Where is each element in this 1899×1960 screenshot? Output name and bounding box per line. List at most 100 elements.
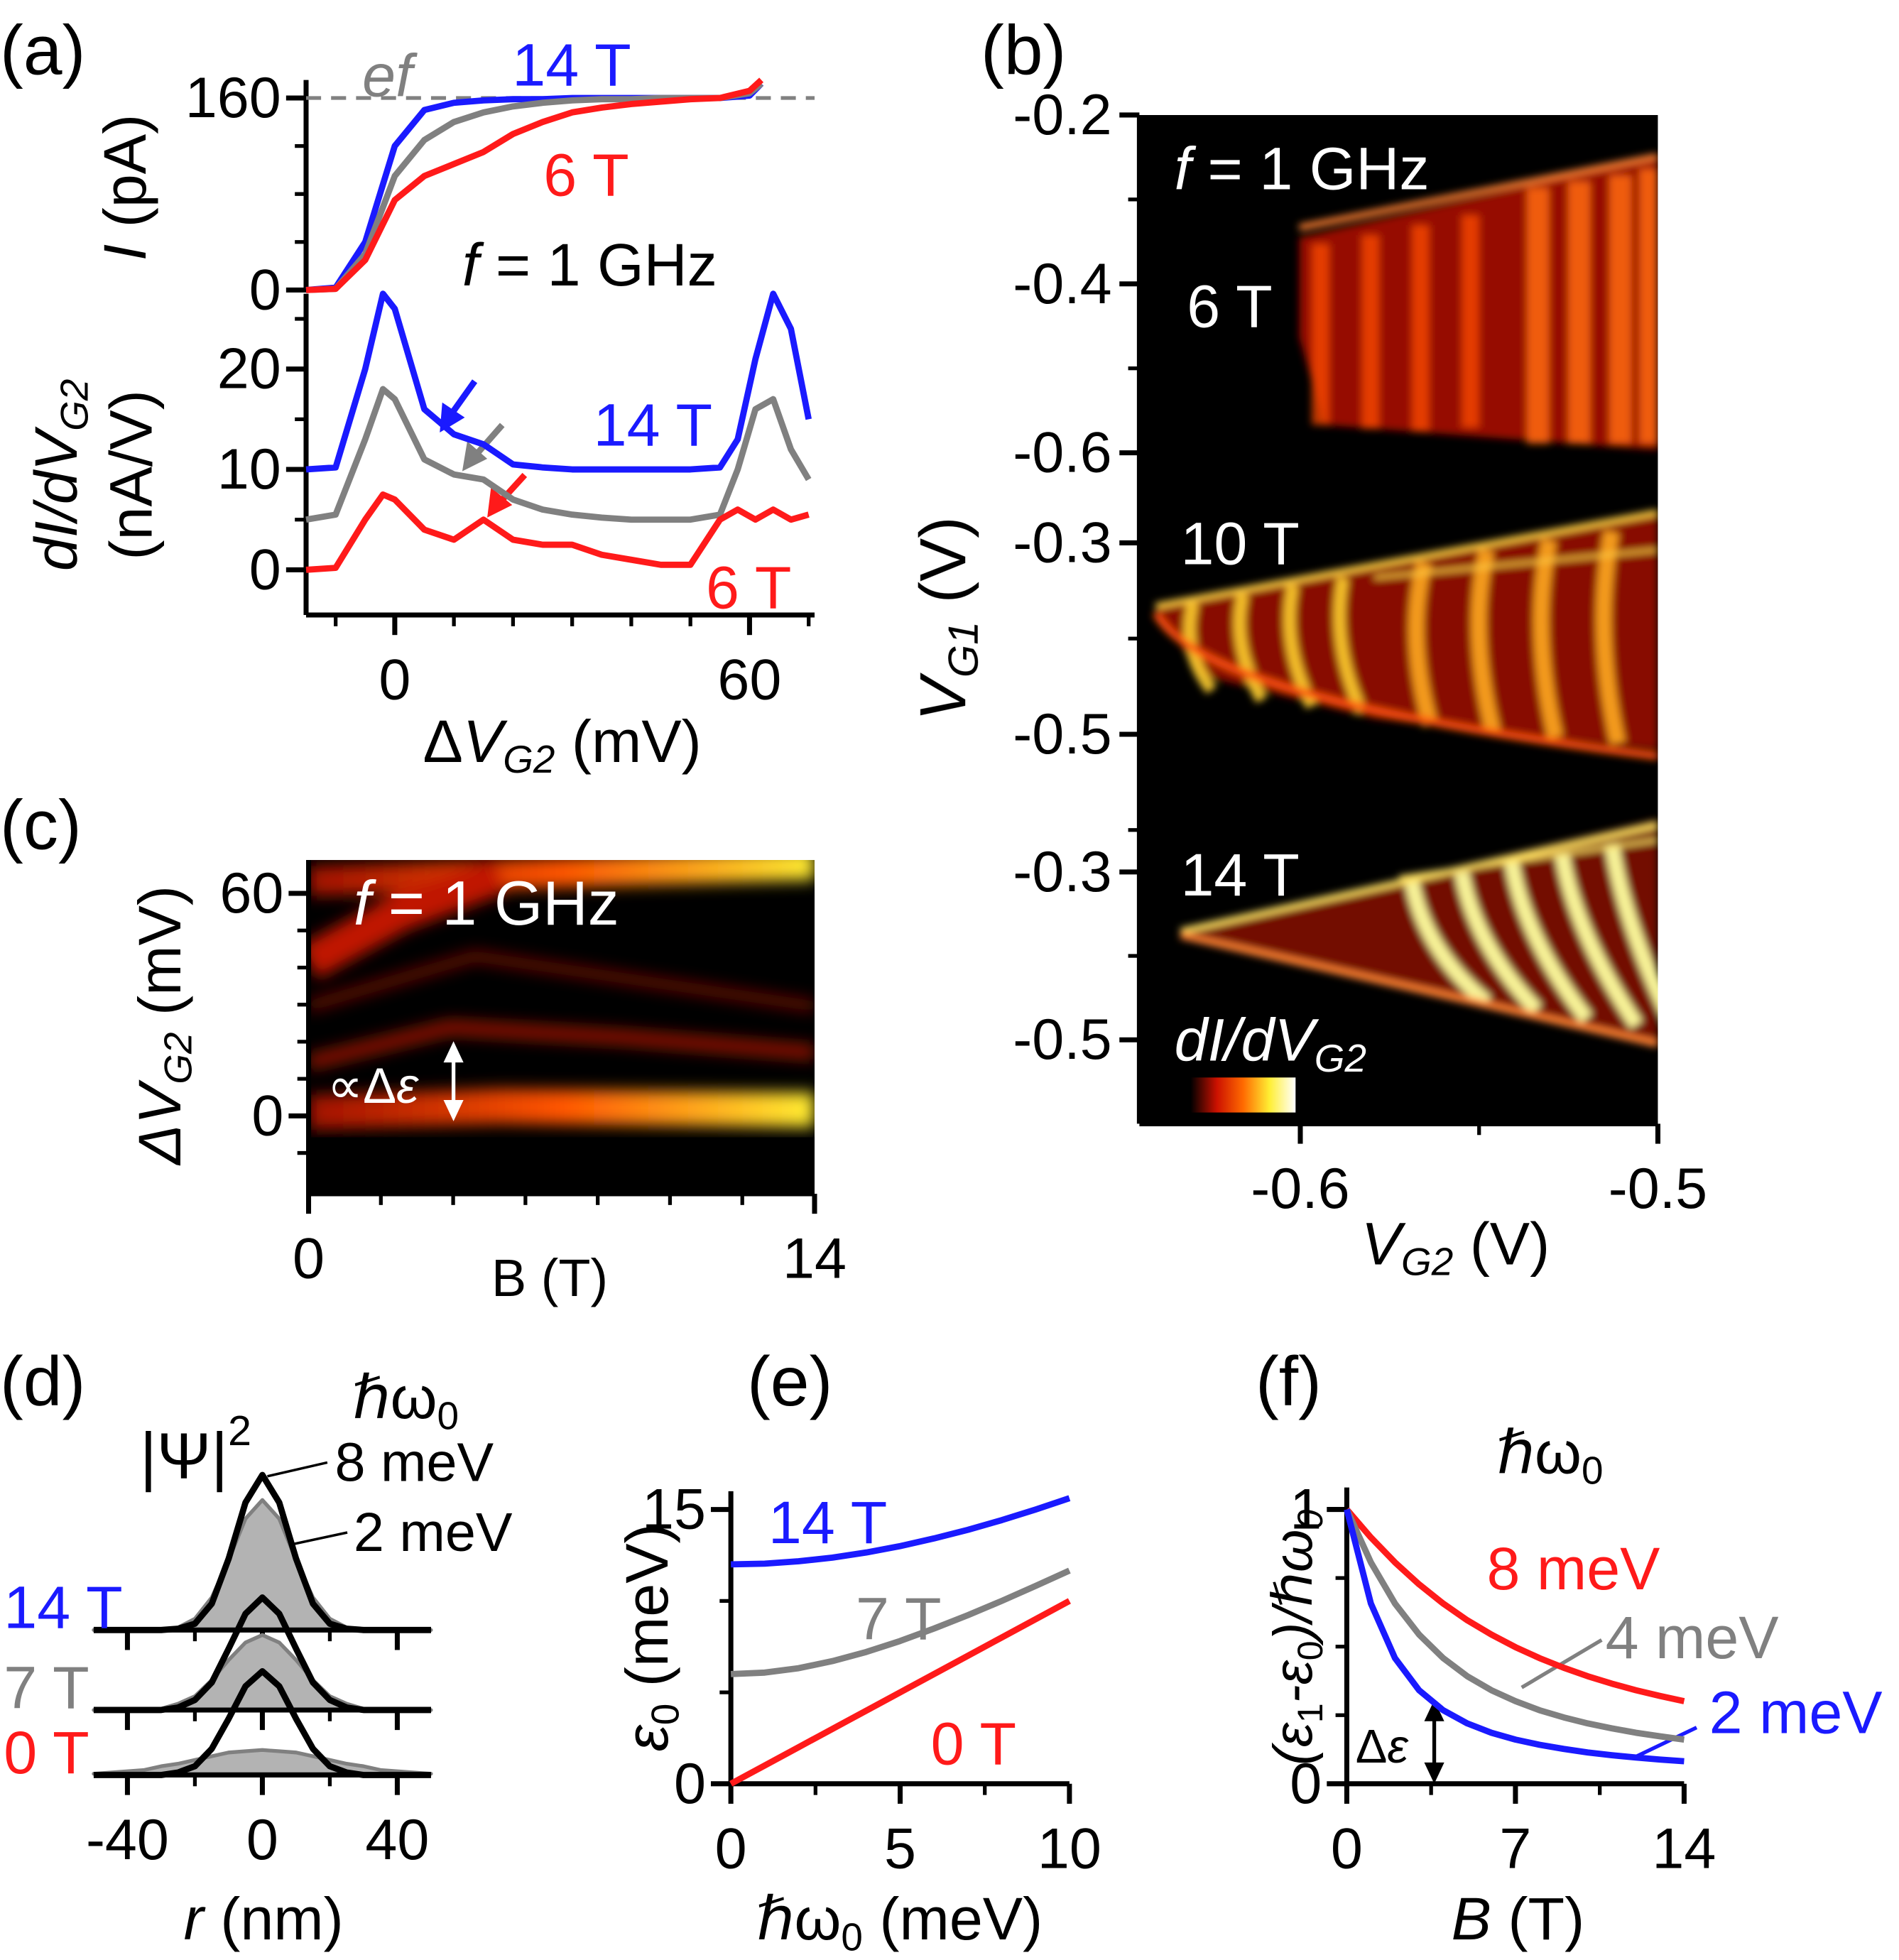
- y-tick-label: -0.3: [1013, 511, 1111, 575]
- x-axis-label: VG2 (V): [1361, 1210, 1550, 1283]
- y-axis-label: ΔVG2 (mV): [126, 886, 200, 1166]
- label-part: 0: [437, 1393, 459, 1437]
- y-tick-label: 0: [674, 1752, 706, 1816]
- group-label: 7 T: [4, 1654, 89, 1721]
- line: [305, 77, 764, 293]
- line: [1344, 1507, 1685, 1704]
- line: [729, 1598, 1071, 1787]
- label-part: )/ℏω: [1263, 1530, 1324, 1647]
- series-label: 8 meV: [334, 1432, 494, 1493]
- label-part: (V): [907, 516, 979, 621]
- label-part: ε: [396, 1057, 419, 1113]
- label-part: G2: [1315, 1036, 1366, 1080]
- y-tick-label: 60: [219, 861, 283, 925]
- label-part: 2: [228, 1407, 251, 1454]
- x-tick-label: 0: [379, 648, 410, 712]
- x-tick-label: -0.6: [1251, 1157, 1349, 1221]
- series-label: 4 meV: [1606, 1604, 1779, 1671]
- label-part: ℏω: [1497, 1419, 1582, 1486]
- label-part: Δ: [423, 708, 463, 775]
- annotation: f = 1 GHz: [462, 232, 717, 298]
- x-tick-label: 0: [715, 1817, 747, 1880]
- y-axis-label: (nA/V): [98, 390, 165, 560]
- y-tick-label: 20: [217, 337, 281, 401]
- label-part: |Ψ|: [140, 1420, 228, 1493]
- header: ℏω0: [1497, 1419, 1604, 1492]
- label-part: (mV): [555, 708, 701, 775]
- segment-label: 14 T: [1180, 842, 1299, 908]
- y-axis-label: I (pA): [92, 114, 158, 261]
- label-part: B (T): [491, 1248, 608, 1307]
- label-part: = 1 GHz: [371, 867, 619, 937]
- label-part: (ε: [1263, 1722, 1324, 1765]
- y-axis-label: (ε1-ε0)/ℏω0: [1263, 1510, 1330, 1765]
- label-part: 0: [1582, 1449, 1604, 1493]
- label-part: (nA/V): [98, 390, 165, 560]
- y-tick-label: 0: [249, 538, 281, 601]
- series-label: 7 T: [856, 1585, 941, 1652]
- label-part: I: [92, 244, 158, 261]
- label-part: G2: [53, 379, 97, 431]
- annotation: ∝Δε: [327, 1057, 419, 1113]
- label-part: G1: [939, 621, 986, 677]
- panel-label: (f): [1256, 1342, 1322, 1420]
- line: [1344, 1508, 1685, 1765]
- y-tick-label: 1: [1290, 1478, 1322, 1542]
- series-label: 2 meV: [1709, 1679, 1883, 1746]
- label-part: (mV): [126, 886, 193, 1032]
- x-tick-label: 7: [1499, 1817, 1531, 1880]
- label-part: 1: [1290, 1703, 1330, 1723]
- label-part: V: [907, 672, 979, 721]
- label-part: ε: [1387, 1719, 1409, 1773]
- series-label: 8 meV: [1486, 1535, 1660, 1602]
- label-part: -ε: [1263, 1660, 1324, 1703]
- x-tick-label: 14: [783, 1227, 847, 1291]
- segment-label: 6 T: [1187, 273, 1272, 339]
- label-part: = 1 GHz: [1191, 136, 1429, 202]
- label-part: (V): [1453, 1210, 1550, 1277]
- x-tick-label: 10: [1038, 1817, 1101, 1880]
- x-tick-label: 14: [1652, 1817, 1716, 1880]
- label-part: Δ: [1356, 1719, 1388, 1773]
- line: [305, 386, 812, 523]
- panel-label: (e): [747, 1342, 832, 1420]
- y-tick-label: 10: [217, 437, 281, 501]
- x-tick-label: 40: [365, 1808, 429, 1872]
- panel-label: (c): [0, 786, 82, 864]
- label-part: G2: [503, 737, 555, 781]
- y-tick-label: -0.6: [1013, 421, 1111, 485]
- label-part: = 1 GHz: [479, 232, 717, 298]
- label-part: (meV): [863, 1885, 1043, 1952]
- panel-label: (d): [0, 1342, 85, 1420]
- label-part: V: [1361, 1210, 1406, 1277]
- series-label: 6 T: [543, 141, 629, 208]
- x-axis-label: ΔVG2 (mV): [423, 708, 702, 781]
- label-part: ∝Δ: [327, 1057, 396, 1113]
- label-part: V: [463, 708, 508, 775]
- annotation: Δε: [1356, 1719, 1410, 1773]
- x-axis-label: r (nm): [184, 1885, 344, 1952]
- y-tick-label: 160: [185, 66, 281, 130]
- x-tick-label: 5: [884, 1817, 916, 1880]
- annotation: f = 1 GHz: [1175, 136, 1430, 202]
- panel-label: (b): [981, 11, 1066, 89]
- header: ℏω0: [352, 1364, 459, 1437]
- series-label: 14 T: [768, 1489, 887, 1556]
- series-label: 6 T: [706, 554, 791, 621]
- area: [92, 1748, 433, 1776]
- heatmap-image: [308, 860, 815, 1194]
- y-tick-label: -0.5: [1013, 702, 1111, 766]
- line: [731, 1495, 1071, 1568]
- label-part: (nm): [204, 1885, 344, 1952]
- label-part: B: [1452, 1885, 1491, 1952]
- line: [730, 1567, 1071, 1677]
- label-part: 0: [1290, 1510, 1330, 1530]
- line: [305, 491, 810, 573]
- label-part: 0: [1290, 1640, 1330, 1660]
- series-label: 2 meV: [354, 1502, 513, 1563]
- x-axis-label: B (T): [1452, 1885, 1585, 1952]
- segment-label: 10 T: [1180, 511, 1299, 577]
- y-tick-label: -0.5: [1013, 1008, 1111, 1072]
- series-label: 14 T: [594, 391, 712, 458]
